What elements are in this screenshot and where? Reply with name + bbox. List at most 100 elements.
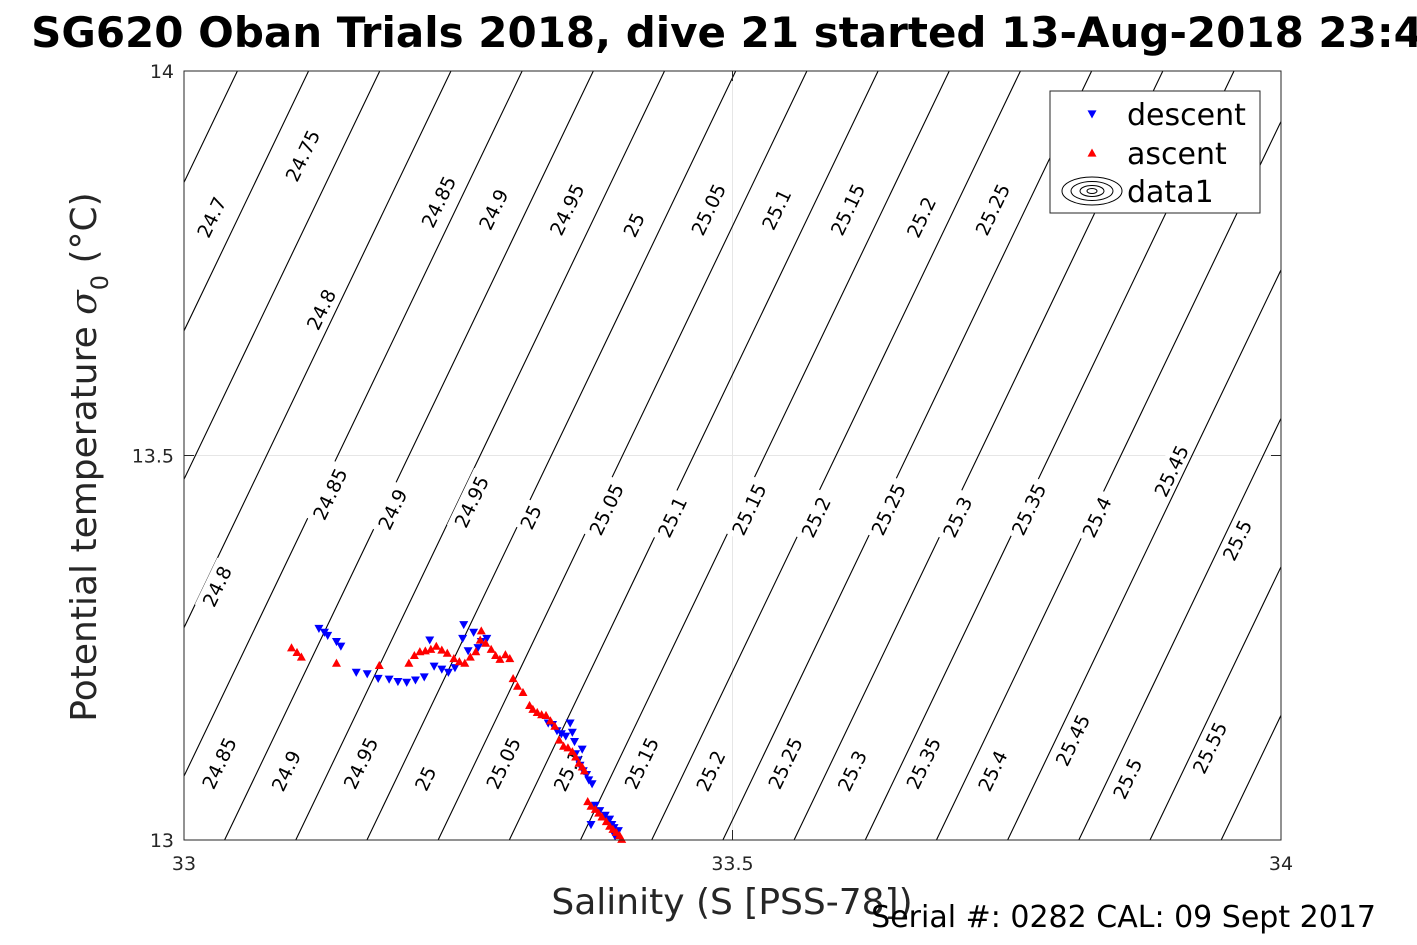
ascent-point-3	[331, 658, 341, 667]
ascent-point-23	[495, 654, 505, 663]
ascent-point-49	[601, 817, 611, 826]
ascent-point-35	[550, 721, 560, 730]
contour-label-bg-40	[1105, 749, 1148, 807]
descent-point-17	[450, 664, 460, 673]
descent-point-8	[384, 675, 394, 684]
y-tick-label-2: 14	[150, 61, 174, 83]
contour-label-bg-6	[616, 206, 650, 243]
contour-label-bg-37	[898, 729, 947, 796]
ascent-point-13	[449, 654, 459, 663]
ascent-point-11	[437, 645, 447, 654]
legend-contour-ring-0	[1061, 176, 1123, 206]
isopycnal-line-8	[366, 71, 737, 840]
ascent-point-2	[296, 652, 306, 661]
ascent-point-24	[500, 650, 510, 659]
axis-ticks: 33 33.5 34 13 13.5 14	[132, 61, 1293, 875]
x-axis-label: Salinity (S [PSS-78])	[551, 882, 912, 923]
ascent-point-16	[465, 652, 475, 661]
descent-point-10	[402, 678, 412, 687]
contour-label-bg-29	[336, 729, 384, 796]
contour-label-bg-15	[513, 498, 547, 535]
ascent-point-26	[508, 674, 518, 683]
legend-contour-ring-3	[1086, 188, 1098, 194]
descent-point-24	[482, 634, 492, 644]
descent-point-22	[473, 644, 483, 653]
isopycnal-line-5	[184, 71, 523, 778]
contour-label-bg-0	[189, 188, 232, 245]
contour-label-bg-26	[194, 557, 238, 614]
contour-label-bg-1	[278, 121, 326, 189]
contour-label-bg-13	[370, 480, 413, 538]
descent-point-4	[319, 628, 329, 637]
ascent-point-22	[491, 650, 501, 660]
descent-point-42	[577, 745, 587, 754]
isopycnal-line-9	[437, 71, 808, 840]
ascent-point-28	[518, 687, 528, 696]
descent-point-19	[459, 621, 469, 630]
descent-point-21	[469, 628, 479, 637]
ascent-series	[287, 626, 627, 843]
serial-cal-footer: Serial #: 0282 CAL: 09 Sept 2017	[871, 900, 1376, 935]
isopycnal-line-3	[184, 71, 381, 481]
descent-point-14	[429, 662, 439, 671]
ascent-point-45	[586, 801, 596, 810]
contour-label-bg-22	[1004, 475, 1052, 543]
isopycnal-line-7	[295, 71, 666, 840]
chart-title: SG620 Oban Trials 2018, dive 21 started …	[31, 8, 1417, 57]
contour-label-bg-39	[1048, 706, 1096, 773]
contour-label-bg-5	[542, 175, 590, 243]
descent-point-15	[437, 665, 447, 674]
ascent-point-14	[454, 657, 464, 666]
descent-point-29	[561, 732, 571, 741]
ascent-point-31	[532, 707, 542, 716]
legend-marker-data1	[1061, 176, 1123, 206]
contour-label-bg-14	[446, 468, 495, 535]
descent-point-5	[351, 668, 361, 677]
y-tick-label-1: 13.5	[132, 446, 174, 468]
descent-point-12	[419, 673, 429, 682]
contour-label-bg-2	[299, 280, 342, 338]
isopycnal-line-12	[651, 71, 1021, 840]
legend-contour-ring-2	[1079, 185, 1105, 197]
legend-label-ascent: ascent	[1127, 137, 1227, 172]
descent-point-9	[393, 677, 403, 687]
isopycnal-line-13	[722, 71, 1093, 840]
legend-label-data1: data1	[1127, 175, 1214, 210]
contour-label-bg-38	[970, 742, 1013, 799]
contour-label-bg-16	[581, 475, 629, 543]
y-axis-label-sigma: σ	[64, 289, 105, 315]
contour-label-bg-3	[414, 168, 462, 235]
isopycnal-line-11	[580, 71, 950, 840]
contour-label-bg-31	[478, 729, 526, 796]
contour-label-bg-33	[617, 729, 665, 796]
ascent-point-39	[567, 747, 577, 756]
descent-point-44	[605, 815, 615, 824]
ascent-point-15	[460, 658, 470, 667]
contour-label-bg-23	[1074, 488, 1117, 545]
ascent-point-27	[512, 681, 522, 690]
ascent-point-19	[476, 626, 486, 635]
y-axis-label-main: Potential temperature	[64, 315, 105, 722]
contour-label-bg-4	[471, 180, 514, 238]
contour-label-bg-20	[863, 475, 911, 543]
descent-point-0	[314, 624, 324, 634]
descent-point-31	[567, 728, 577, 737]
contour-label-bg-35	[760, 729, 808, 796]
y-tick-label-0: 13	[150, 830, 174, 852]
legend-marker-ascent	[1087, 148, 1097, 157]
contour-label-bg-11	[968, 175, 1016, 243]
descent-point-6	[362, 670, 372, 679]
descent-point-3	[336, 642, 346, 651]
contour-label-bg-25	[1215, 511, 1258, 568]
contour-label-bg-21	[935, 488, 978, 545]
descent-point-43	[600, 811, 610, 820]
ascent-point-34	[545, 716, 555, 725]
y-axis-label: Potential temperature σ0 (°C)	[64, 192, 114, 721]
descent-point-13	[425, 636, 435, 645]
contour-label-bg-12	[305, 460, 353, 527]
contour-label-bg-36	[830, 742, 873, 799]
ascent-point-12	[442, 648, 452, 657]
contour-label-bg-18	[724, 475, 772, 543]
